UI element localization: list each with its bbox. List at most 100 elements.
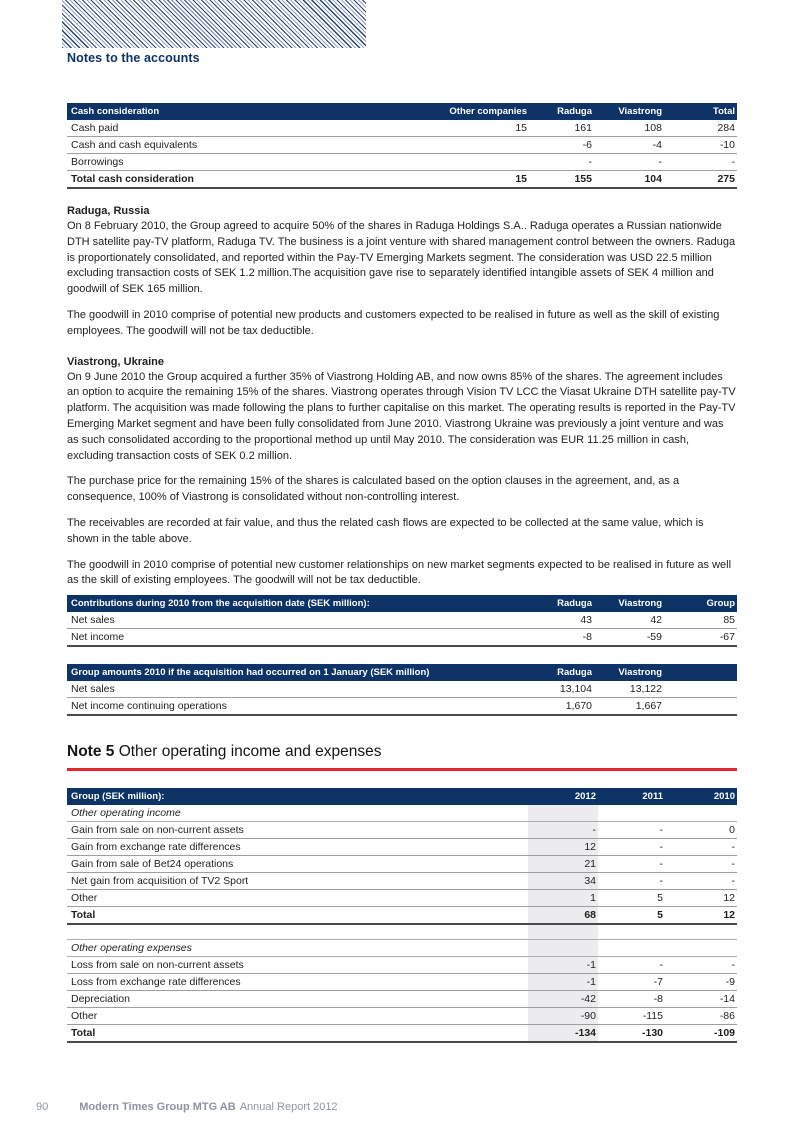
table-header-row: Group amounts 2010 if the acquisition ha…: [67, 664, 737, 682]
row-label: Net sales: [71, 683, 115, 696]
row-label: Cash and cash equivalents: [71, 139, 198, 151]
cell-value-2011: [598, 924, 665, 939]
cell-value-2011: -: [659, 841, 664, 854]
row-label: Borrowings: [71, 156, 124, 168]
cell-value: 13,122: [629, 683, 662, 696]
table-row: Other operating income: [67, 805, 737, 822]
cell-value: 15: [515, 173, 527, 185]
row-label: Gain from sale on non-current assets: [71, 824, 244, 837]
cell-value: 104: [644, 173, 662, 185]
table-header-label: Group (SEK million):: [67, 788, 528, 806]
column-header: Viastrong: [594, 595, 664, 613]
cell-value: 85: [723, 614, 735, 627]
table-row: Loss from exchange rate differences -1 -…: [67, 973, 737, 991]
cell-value: [439, 137, 529, 154]
cell-value-2010: -: [731, 858, 736, 871]
table-header-label: Contributions during 2010 from the acqui…: [67, 595, 529, 613]
table-row: Cash and cash equivalents -6 -4 -10: [67, 137, 737, 154]
row-label: Other: [71, 1009, 98, 1022]
section-raduga-russia: Raduga, Russia On 8 February 2010, the G…: [67, 203, 737, 340]
column-header: Raduga: [529, 664, 594, 682]
row-label: [67, 924, 528, 939]
cell-value-2011: -: [659, 875, 664, 888]
cell-value-2011: -130: [641, 1026, 663, 1039]
table-row: Net gain from acquisition of TV2 Sport 3…: [67, 872, 737, 890]
cell-value-2010: 12: [723, 909, 735, 922]
company-name: Modern Times Group MTG AB: [79, 1101, 236, 1113]
row-label: Loss from sale on non-current assets: [71, 958, 244, 971]
cell-value-2010: -14: [719, 992, 735, 1005]
table-header-label: Group amounts 2010 if the acquisition ha…: [67, 664, 529, 682]
cell-value: -59: [646, 631, 662, 644]
table-header-row: Group (SEK million): 2012 2011 2010: [67, 788, 737, 806]
cell-value-2010: -86: [719, 1009, 735, 1022]
cell-value-2011: [598, 805, 665, 822]
cell-value: 161: [574, 122, 592, 134]
table-row: Other -90 -115 -86: [67, 1007, 737, 1025]
group-amounts-table: Group amounts 2010 if the acquisition ha…: [67, 664, 737, 716]
note-number: Note 5: [67, 743, 115, 761]
cell-value: [664, 681, 737, 698]
cell-value-2012: [528, 924, 598, 940]
cell-value-2012: -: [528, 821, 598, 839]
column-header: Group: [664, 595, 737, 613]
cell-value: 43: [580, 614, 592, 627]
cell-value: -4: [652, 139, 662, 151]
column-header: [664, 664, 737, 682]
table-row: Total 68 5 12: [67, 906, 737, 925]
cell-value-2012: [528, 805, 598, 822]
table-row: Gain from exchange rate differences 12 -…: [67, 838, 737, 856]
cell-value-2012: 68: [528, 906, 598, 925]
cell-value-2012: -1: [528, 956, 598, 974]
cell-value-2010: 0: [729, 824, 735, 837]
cell-value-2012: -134: [528, 1024, 598, 1042]
cell-value-2012: 21: [528, 855, 598, 873]
cell-value-2012: 1: [528, 889, 598, 907]
paragraph: The receivables are recorded at fair val…: [67, 516, 704, 545]
cell-value: 155: [574, 173, 592, 185]
column-header: Total: [664, 103, 737, 120]
cell-value-2012: -1: [528, 973, 598, 991]
row-label: Other: [71, 892, 98, 905]
row-label: Gain from exchange rate differences: [71, 841, 241, 854]
table-row: Cash paid 15 161 108 284: [67, 120, 737, 137]
paragraph: On 9 June 2010 the Group acquired a furt…: [67, 370, 736, 462]
paragraph: The purchase price for the remaining 15%…: [67, 475, 680, 504]
table-row: Total cash consideration 15 155 104 275: [67, 171, 737, 188]
row-label: Total: [71, 909, 96, 922]
cell-value-2012: 34: [528, 872, 598, 890]
table-row: Gain from sale on non-current assets - -…: [67, 821, 737, 839]
cell-value: 1,667: [635, 700, 662, 713]
cell-value-2010: -109: [713, 1026, 735, 1039]
cell-value-2011: -: [659, 858, 664, 871]
contributions-table: Contributions during 2010 from the acqui…: [67, 595, 737, 647]
table-row: Loss from sale on non-current assets -1 …: [67, 956, 737, 974]
cell-value-2012: 12: [528, 838, 598, 856]
other-operating-table: Group (SEK million): 2012 2011 2010 Othe…: [67, 788, 737, 1043]
page-number: 90: [36, 1101, 49, 1113]
column-header: 2010: [665, 788, 737, 806]
page-footer: 90 Modern Times Group MTG AB Annual Report…: [36, 1101, 338, 1113]
table-row: Net sales 13,104 13,122: [67, 681, 737, 698]
table-header-row: Contributions during 2010 from the acqui…: [67, 595, 737, 613]
paragraph: The goodwill in 2010 comprise of potenti…: [67, 308, 720, 337]
table-row: Net income continuing operations 1,670 1…: [67, 698, 737, 716]
row-label: Net sales: [71, 614, 115, 627]
cell-value: 13,104: [559, 683, 592, 696]
table-row: Gain from sale of Bet24 operations 21 - …: [67, 855, 737, 873]
column-header: 2012: [528, 788, 598, 806]
cell-value: 15: [515, 122, 527, 134]
cell-value: -: [731, 156, 736, 168]
row-label: Depreciation: [71, 992, 130, 1005]
column-header: Viastrong: [594, 103, 664, 120]
cell-value: -: [658, 156, 663, 168]
cell-value-2010: 12: [723, 892, 735, 905]
column-header: Viastrong: [594, 664, 664, 682]
cell-value-2010: -9: [725, 975, 735, 988]
table-row: Borrowings - - -: [67, 154, 737, 171]
hatch-decoration: [62, 0, 366, 48]
cell-value: -: [588, 156, 593, 168]
table-row: Net income -8 -59 -67: [67, 629, 737, 647]
column-header: 2011: [598, 788, 665, 806]
cell-value-2010: [665, 805, 737, 822]
